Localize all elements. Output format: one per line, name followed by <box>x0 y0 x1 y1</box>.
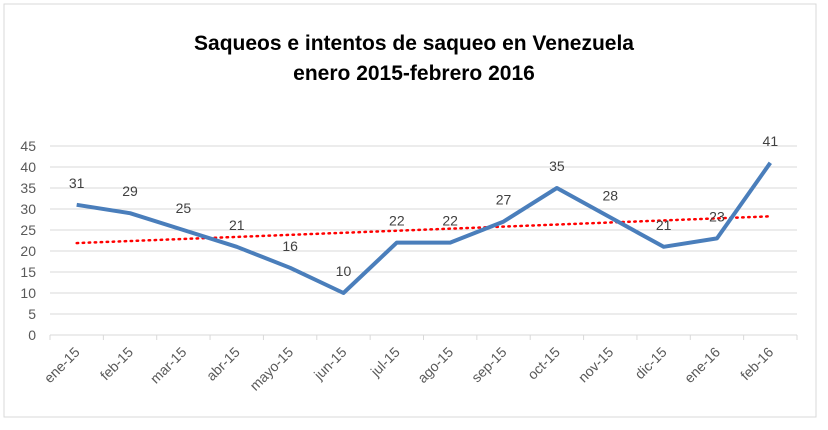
data-label: 35 <box>549 158 565 174</box>
data-label: 23 <box>709 208 725 224</box>
data-label: 27 <box>496 192 512 208</box>
data-label: 31 <box>69 175 85 191</box>
y-tick-label: 35 <box>20 180 36 196</box>
y-tick-label: 5 <box>28 306 36 322</box>
data-label: 10 <box>336 263 352 279</box>
y-tick-label: 40 <box>20 159 36 175</box>
y-tick-label: 25 <box>20 222 36 238</box>
data-label: 29 <box>122 183 138 199</box>
data-label: 22 <box>389 213 405 229</box>
data-label: 25 <box>176 200 192 216</box>
y-tick-label: 0 <box>28 327 36 343</box>
y-tick-label: 15 <box>20 264 36 280</box>
data-label: 22 <box>442 213 458 229</box>
data-label: 28 <box>602 187 618 203</box>
data-label: 16 <box>282 238 298 254</box>
data-label: 21 <box>229 217 245 233</box>
y-tick-label: 20 <box>20 243 36 259</box>
data-label: 21 <box>656 217 672 233</box>
chart-title-line-1: Saqueos e intentos de saqueo en Venezuel… <box>194 32 634 55</box>
y-tick-label: 10 <box>20 285 36 301</box>
y-tick-label: 45 <box>20 138 36 154</box>
data-label: 41 <box>763 133 779 149</box>
chart-title-line-2: enero 2015-febrero 2016 <box>293 62 535 85</box>
y-tick-label: 30 <box>20 201 36 217</box>
